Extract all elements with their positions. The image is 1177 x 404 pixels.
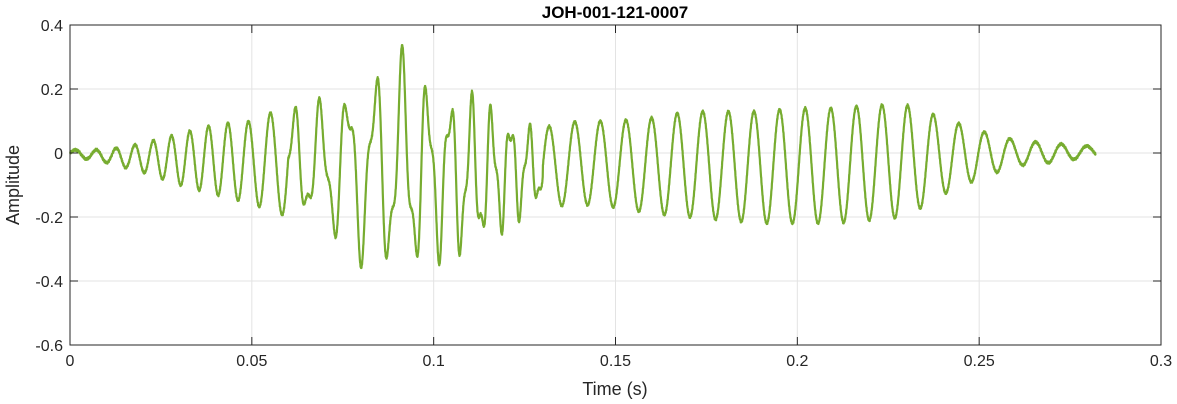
chart-title: JOH-001-121-0007 [542,3,688,22]
waveform-line [69,43,1097,270]
y-axis-ticks: -0.6 -0.4 -0.2 0 0.2 0.4 [35,18,1161,355]
x-tick-label: 0.1 [423,353,445,370]
y-tick-label: 0 [54,146,63,163]
y-tick-label: 0.4 [41,18,63,35]
y-tick-label: -0.2 [35,210,63,227]
y-axis-label: Amplitude [3,145,23,225]
x-tick-label: 0.25 [964,353,995,370]
x-tick-label: 0 [66,353,75,370]
y-tick-label: -0.6 [35,338,63,355]
waveform-series [69,43,1097,270]
x-tick-label: 0.05 [236,353,267,370]
x-axis-ticks: 0 0.05 0.1 0.15 0.2 0.25 0.3 [66,25,1172,370]
y-tick-label: 0.2 [41,82,63,99]
x-tick-label: 0.15 [600,353,631,370]
y-tick-label: -0.4 [35,274,63,291]
x-tick-label: 0.3 [1150,353,1172,370]
x-tick-label: 0.2 [786,353,808,370]
x-axis-label: Time (s) [582,379,647,399]
